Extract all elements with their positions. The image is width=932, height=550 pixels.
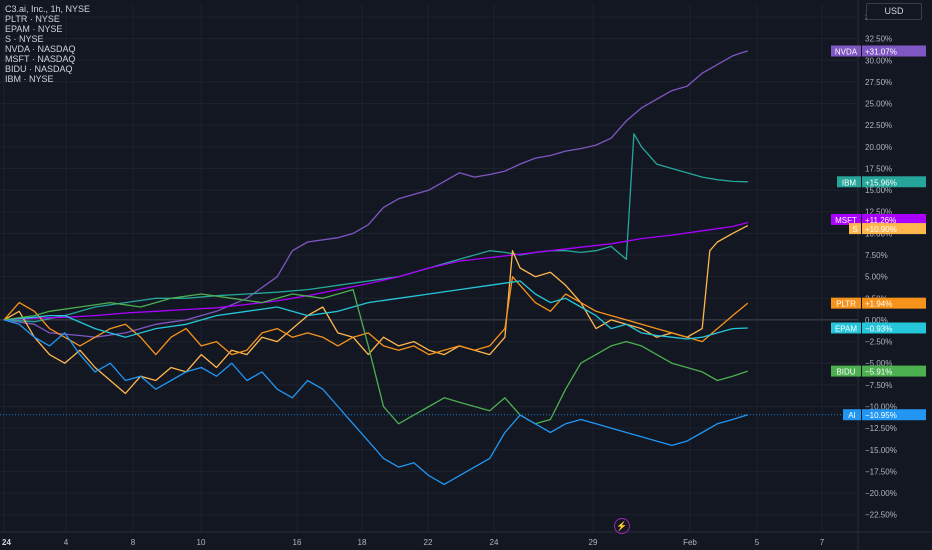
last-label-name-bg xyxy=(831,45,861,57)
last-label-value: −5.91% xyxy=(865,368,892,377)
last-label-value-bg xyxy=(862,213,926,225)
last-label-value-bg xyxy=(862,176,926,188)
last-label-value-bg xyxy=(862,45,926,57)
series-line-ibm[interactable] xyxy=(3,133,748,323)
y-tick-label: −2.50% xyxy=(865,338,892,347)
last-label-name-bg xyxy=(849,223,861,235)
y-tick-label: −12.50% xyxy=(865,424,897,433)
y-tick-label: 12.50% xyxy=(865,208,892,217)
chart-legend: C3.ai, Inc., 1h, NYSE PLTR · NYSE EPAM ·… xyxy=(5,4,90,84)
last-label-value-bg xyxy=(862,223,926,235)
last-label-ibm: IBM +15.96% xyxy=(837,176,926,188)
series-line-msft[interactable] xyxy=(3,221,748,321)
last-label-msft: MSFT +11.26% xyxy=(831,213,926,225)
last-value-labels: NVDA +31.07% IBM +15.96% MSFT +11.26% S +10.90%… xyxy=(831,45,926,421)
last-label-value: −10.95% xyxy=(865,411,897,420)
x-tick-label: 18 xyxy=(358,538,367,547)
x-tick-label: 8 xyxy=(131,538,136,547)
x-tick-label: 29 xyxy=(589,538,598,547)
legend-compare-pltr[interactable]: PLTR · NYSE xyxy=(5,14,60,24)
series-line-nvda[interactable] xyxy=(3,50,748,338)
y-tick-label: 0.00% xyxy=(865,316,888,325)
x-tick-label: Feb xyxy=(683,538,697,547)
legend-compare-ibm[interactable]: IBM · NYSE xyxy=(5,74,54,84)
chart-series xyxy=(0,50,858,486)
x-tick-label: 7 xyxy=(820,538,825,547)
last-label-value: +15.96% xyxy=(865,178,897,187)
legend-compare-bidu[interactable]: BIDU · NASDAQ xyxy=(5,64,73,74)
x-tick-label: 16 xyxy=(293,538,302,547)
last-label-name: BIDU xyxy=(836,368,855,377)
series-line-bidu[interactable] xyxy=(3,288,749,425)
last-label-value: +11.26% xyxy=(865,216,896,225)
last-label-name-bg xyxy=(831,322,861,334)
last-label-ai: AI −10.95% xyxy=(843,409,926,421)
legend-main-symbol[interactable]: C3.ai, Inc., 1h, NYSE xyxy=(5,4,91,14)
last-label-value-bg xyxy=(862,365,926,377)
last-label-name: EPAM xyxy=(835,324,857,333)
last-label-bidu: BIDU −5.91% xyxy=(831,365,926,377)
legend-compare-s[interactable]: S · NYSE xyxy=(5,34,44,44)
y-tick-label: −22.50% xyxy=(865,511,897,520)
last-label-name: MSFT xyxy=(835,216,857,225)
x-tick-label: 22 xyxy=(424,538,433,547)
y-axis: 35.00%32.50%30.00%27.50%25.00%22.50%20.0… xyxy=(865,13,897,520)
y-tick-label: 17.50% xyxy=(865,164,892,173)
x-axis: 24 4 8 10 16 18 22 24 29 Feb 5 7 xyxy=(2,538,825,547)
y-tick-label: 20.00% xyxy=(865,143,892,152)
last-label-value-bg xyxy=(862,409,926,421)
last-label-value-bg xyxy=(862,297,926,309)
y-tick-label: 15.00% xyxy=(865,186,892,195)
last-label-name-bg xyxy=(831,365,861,377)
legend-compare-nvda[interactable]: NVDA · NASDAQ xyxy=(5,44,76,54)
series-line-epam[interactable] xyxy=(3,280,748,340)
y-tick-label: 25.00% xyxy=(865,100,892,109)
last-label-value: +1.94% xyxy=(865,300,892,309)
x-tick-label: 10 xyxy=(197,538,206,547)
y-tick-label: −20.00% xyxy=(865,489,897,498)
y-tick-label: 7.50% xyxy=(865,251,888,260)
last-label-name-bg xyxy=(831,213,861,225)
last-label-name-bg xyxy=(831,297,861,309)
series-line-s[interactable] xyxy=(3,225,749,395)
y-tick-label: −5.00% xyxy=(865,359,892,368)
x-tick-label: 5 xyxy=(755,538,760,547)
series-line-pltr[interactable] xyxy=(3,276,749,356)
last-label-value: −0.93% xyxy=(865,324,892,333)
last-label-s: S +10.90% xyxy=(849,223,926,235)
y-tick-label: −10.00% xyxy=(865,402,897,411)
legend-compare-msft[interactable]: MSFT · NASDAQ xyxy=(5,54,76,64)
last-label-value: +10.90% xyxy=(865,225,897,234)
last-label-pltr: PLTR +1.94% xyxy=(831,297,926,309)
last-label-name-bg xyxy=(837,176,861,188)
y-tick-label: 5.00% xyxy=(865,273,888,282)
x-tick-label: 24 xyxy=(2,538,11,547)
last-label-epam: EPAM −0.93% xyxy=(831,322,926,334)
legend-compare-epam[interactable]: EPAM · NYSE xyxy=(5,24,63,34)
last-label-value: +31.07% xyxy=(865,48,897,57)
lightning-icon[interactable]: ⚡ xyxy=(614,518,630,534)
last-label-name: IBM xyxy=(842,178,857,187)
x-tick-label: 24 xyxy=(490,538,499,547)
last-label-name: S xyxy=(852,225,857,234)
series-line-ai[interactable] xyxy=(3,319,748,486)
x-tick-label: 4 xyxy=(64,538,69,547)
y-tick-label: −17.50% xyxy=(865,467,897,476)
last-label-name: NVDA xyxy=(835,48,858,57)
y-tick-label: 22.50% xyxy=(865,121,892,130)
last-label-name-bg xyxy=(843,409,861,421)
y-tick-label: −15.00% xyxy=(865,446,897,455)
last-label-value-bg xyxy=(862,322,926,334)
y-tick-label: 27.50% xyxy=(865,78,892,87)
last-label-name: AI xyxy=(848,411,856,420)
y-tick-label: 32.50% xyxy=(865,35,892,44)
last-label-nvda: NVDA +31.07% xyxy=(831,45,926,57)
last-label-name: PLTR xyxy=(836,300,856,309)
currency-button[interactable]: USD xyxy=(866,3,922,20)
y-tick-label: −7.50% xyxy=(865,381,892,390)
y-tick-label: 30.00% xyxy=(865,56,892,65)
